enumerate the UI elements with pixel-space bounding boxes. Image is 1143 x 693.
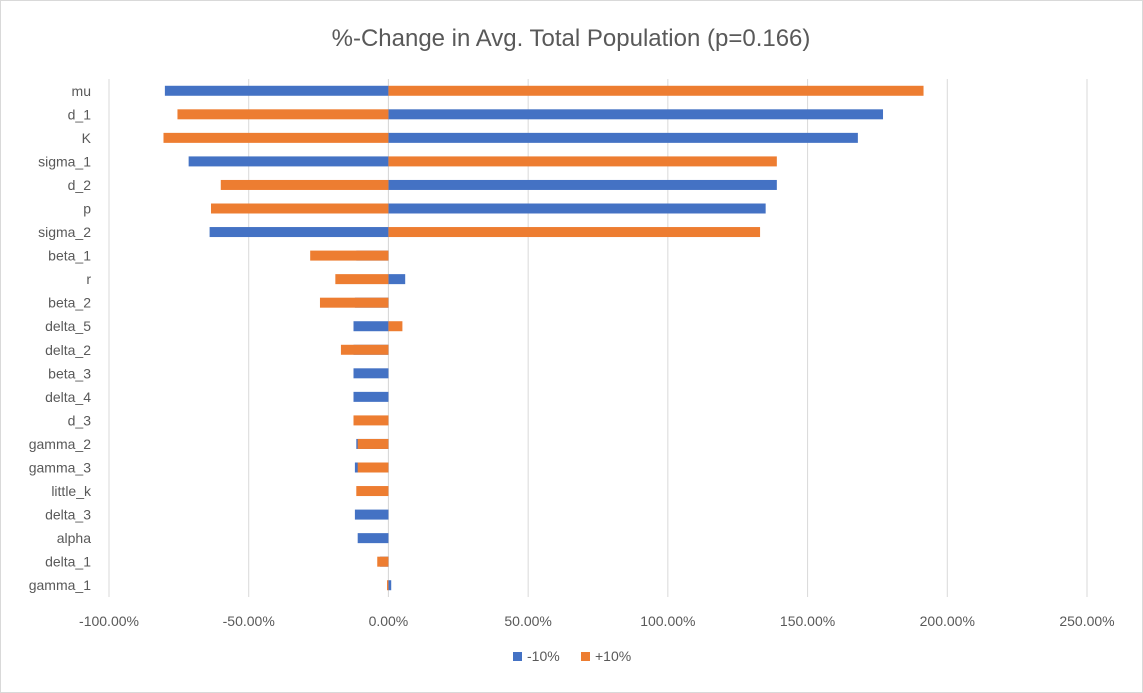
x-tick-label: -50.00% bbox=[223, 613, 275, 629]
chart-title: %-Change in Avg. Total Population (p=0.1… bbox=[332, 25, 811, 52]
bar-d_2-+10% bbox=[220, 179, 389, 190]
category-label-beta_1: beta_1 bbox=[48, 248, 91, 264]
category-label-alpha: alpha bbox=[57, 530, 91, 546]
bar-K--10% bbox=[388, 132, 858, 143]
category-label-little_k: little_k bbox=[51, 483, 92, 499]
bar-beta_2-+10% bbox=[319, 297, 389, 308]
bar-beta_1-+10% bbox=[310, 250, 389, 261]
bar-mu--10% bbox=[164, 85, 389, 96]
bar-gamma_1-+10% bbox=[387, 580, 389, 591]
bar-p--10% bbox=[388, 203, 766, 214]
bar-p-+10% bbox=[210, 203, 389, 214]
category-label-delta_4: delta_4 bbox=[45, 389, 91, 405]
category-label-r: r bbox=[86, 271, 91, 287]
legend-label--10%: -10% bbox=[527, 648, 560, 664]
x-tick-labels: -100.00% -50.00% 0.00% 50.00% 100.00% 150.00%… bbox=[79, 613, 1115, 629]
category-label-delta_2: delta_2 bbox=[45, 342, 91, 358]
bar-delta_1-+10% bbox=[377, 556, 389, 567]
bar-K-+10% bbox=[163, 132, 389, 143]
bar-beta_3--10% bbox=[353, 368, 389, 379]
bar-sigma_2--10% bbox=[209, 227, 389, 238]
bars bbox=[163, 85, 924, 591]
category-label-delta_1: delta_1 bbox=[45, 554, 91, 570]
bar-sigma_2-+10% bbox=[388, 227, 761, 238]
x-tick-label: 250.00% bbox=[1059, 613, 1114, 629]
category-label-d_1: d_1 bbox=[68, 106, 92, 122]
category-label-sigma_2: sigma_2 bbox=[38, 224, 91, 240]
category-label-delta_5: delta_5 bbox=[45, 318, 91, 334]
x-tick-label: -100.00% bbox=[79, 613, 139, 629]
category-label-gamma_1: gamma_1 bbox=[29, 577, 91, 593]
bar-sigma_1-+10% bbox=[388, 156, 777, 167]
bar-d_3-+10% bbox=[353, 415, 389, 426]
x-tick-label: 100.00% bbox=[640, 613, 695, 629]
bar-delta_2-+10% bbox=[340, 344, 389, 355]
x-tick-label: 50.00% bbox=[504, 613, 551, 629]
bar-gamma_3-+10% bbox=[357, 462, 389, 473]
bar-d_1-+10% bbox=[177, 109, 389, 120]
category-label-sigma_1: sigma_1 bbox=[38, 153, 91, 169]
legend: -10% +10% bbox=[513, 648, 631, 664]
bar-delta_5--10% bbox=[353, 321, 389, 332]
x-tick-label: 150.00% bbox=[780, 613, 835, 629]
category-label-delta_3: delta_3 bbox=[45, 507, 91, 523]
bar-sigma_1--10% bbox=[188, 156, 389, 167]
legend-label-+10%: +10% bbox=[595, 648, 631, 664]
category-label-K: K bbox=[82, 130, 92, 146]
bar-r-+10% bbox=[335, 274, 389, 285]
bar-gamma_1--10% bbox=[388, 580, 392, 591]
category-label-beta_3: beta_3 bbox=[48, 365, 91, 381]
category-label-gamma_2: gamma_2 bbox=[29, 436, 91, 452]
bar-d_2--10% bbox=[388, 179, 777, 190]
category-label-d_3: d_3 bbox=[68, 412, 92, 428]
bar-gamma_2-+10% bbox=[357, 438, 389, 449]
category-label-mu: mu bbox=[72, 83, 91, 99]
bar-r--10% bbox=[388, 274, 406, 285]
bar-mu-+10% bbox=[388, 85, 924, 96]
legend-swatch--10% bbox=[513, 652, 522, 661]
bar-delta_5-+10% bbox=[388, 321, 403, 332]
bar-delta_3--10% bbox=[354, 509, 389, 520]
category-label-beta_2: beta_2 bbox=[48, 295, 91, 311]
bar-little_k-+10% bbox=[356, 486, 389, 497]
category-label-p: p bbox=[83, 201, 91, 217]
bar-alpha--10% bbox=[357, 533, 389, 544]
category-label-d_2: d_2 bbox=[68, 177, 92, 193]
bar-d_1--10% bbox=[388, 109, 884, 120]
category-label-gamma_3: gamma_3 bbox=[29, 460, 91, 476]
bar-delta_4--10% bbox=[353, 391, 389, 402]
legend-swatch-+10% bbox=[581, 652, 590, 661]
x-tick-label: 0.00% bbox=[369, 613, 409, 629]
x-tick-label: 200.00% bbox=[920, 613, 975, 629]
